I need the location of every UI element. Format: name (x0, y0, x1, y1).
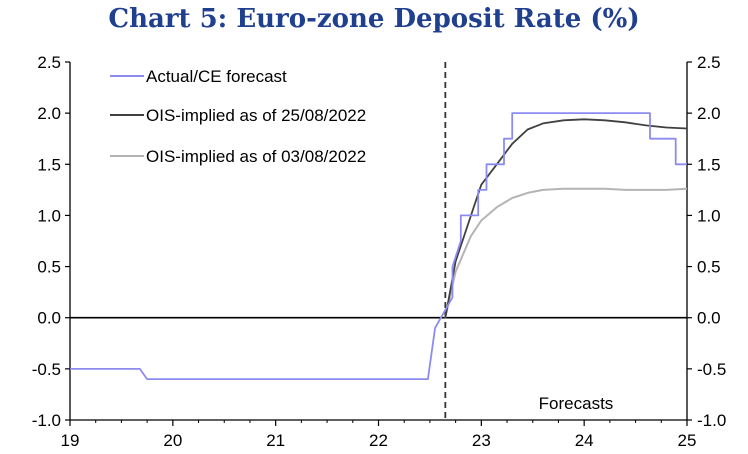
x-tick-label: 22 (369, 431, 388, 450)
y-tick-label-right: -0.5 (697, 360, 726, 379)
y-tick-label-left: -0.5 (32, 360, 61, 379)
y-tick-label-left: 0.0 (37, 309, 61, 328)
y-tick-label-right: 0.5 (697, 258, 721, 277)
axes: 2.5 2.0 1.5 1.0 0.5 0.0 -0.5 -1.0 2.5 2.0 1.5 1.0 0.… (32, 53, 727, 450)
y-tick-label-left: -1.0 (32, 411, 61, 430)
y-tick-label-right: 1.5 (697, 155, 721, 174)
series-ois-03-08-2022 (444, 187, 688, 318)
y-tick-label-right: 1.0 (697, 206, 721, 225)
y-tick-label-left: 2.0 (37, 104, 61, 123)
legend-label-ois-03-08-2022: OIS-implied as of 03/08/2022 (146, 147, 366, 166)
y-tick-label-right: 2.0 (697, 104, 721, 123)
legend-label-actual-ce-forecast: Actual/CE forecast (146, 67, 287, 86)
y-tick-label-left: 2.5 (37, 53, 61, 72)
forecasts-annotation: Forecasts (539, 394, 614, 413)
x-tick-label: 24 (575, 431, 594, 450)
series-ois-25-08-2022 (444, 118, 688, 318)
x-tick-label: 21 (266, 431, 285, 450)
y-tick-label-right: 0.0 (697, 309, 721, 328)
plot-area: Forecasts (70, 62, 688, 420)
x-tick-label: 20 (163, 431, 182, 450)
x-tick-label: 19 (61, 431, 80, 450)
y-tick-label-left: 1.0 (37, 206, 61, 225)
y-tick-label-left: 0.5 (37, 258, 61, 277)
y-tick-label-right: -1.0 (697, 411, 726, 430)
y-tick-label-right: 2.5 (697, 53, 721, 72)
x-tick-label: 23 (472, 431, 491, 450)
series-actual-ce-forecast (70, 112, 687, 380)
legend-label-ois-25-08-2022: OIS-implied as of 25/08/2022 (146, 106, 366, 125)
chart-title: Chart 5: Euro-zone Deposit Rate (%) (108, 4, 640, 34)
legend: Actual/CE forecast OIS-implied as of 25/0… (110, 67, 366, 166)
x-tick-label: 25 (678, 431, 697, 450)
y-tick-label-left: 1.5 (37, 155, 61, 174)
